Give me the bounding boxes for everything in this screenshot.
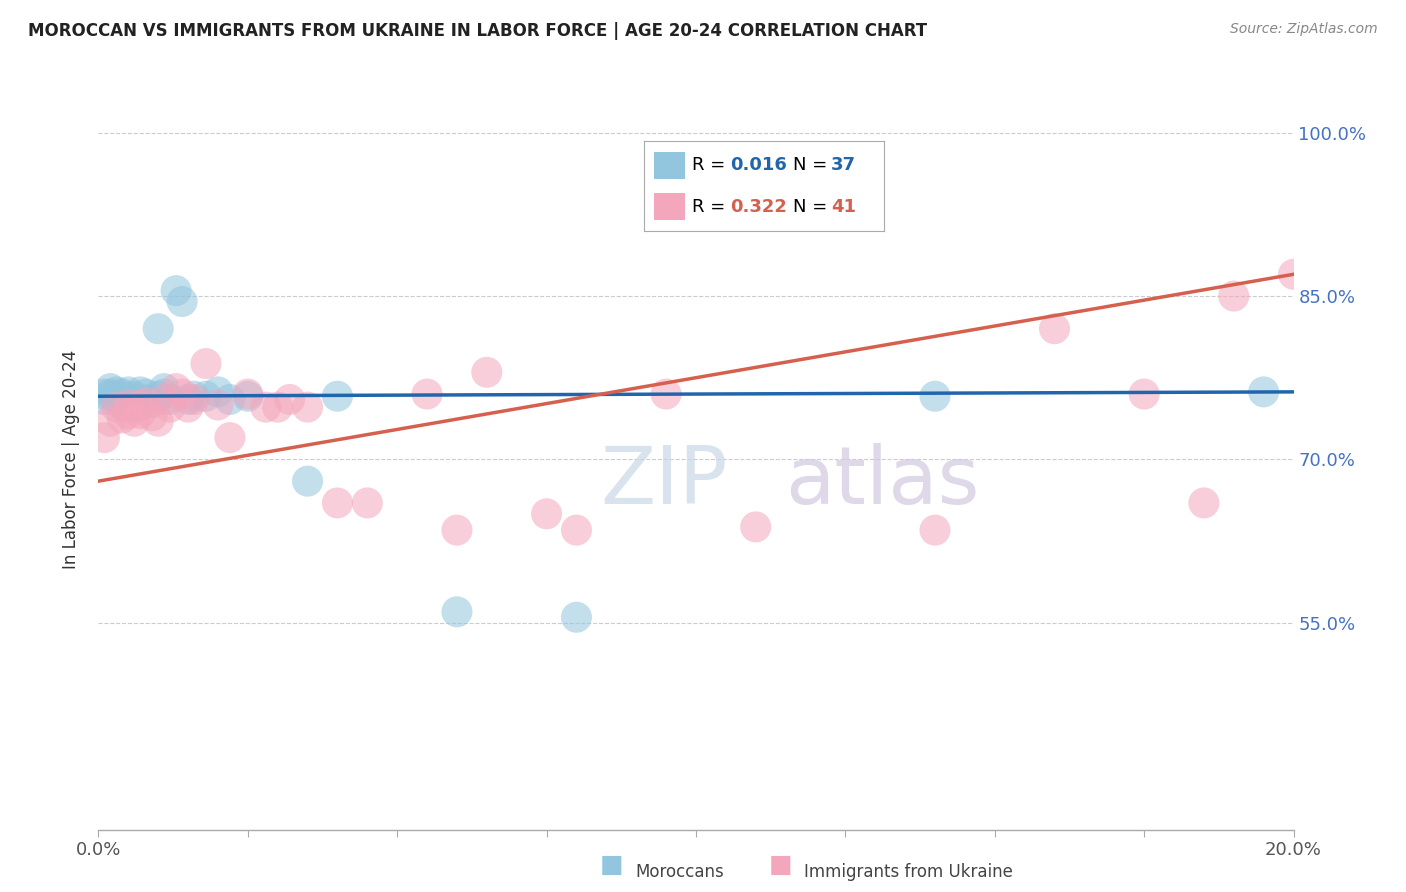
Point: [326, 389, 349, 403]
Point: [98, 387, 122, 401]
Text: Immigrants from Ukraine: Immigrants from Ukraine: [804, 863, 1014, 881]
Point: [446, 605, 468, 619]
Bar: [654, 194, 685, 220]
Point: [159, 400, 181, 414]
Point: [1282, 268, 1305, 282]
Text: R =: R =: [692, 197, 731, 216]
Point: [177, 392, 200, 407]
Point: [129, 384, 152, 399]
Point: [124, 400, 146, 414]
Text: MOROCCAN VS IMMIGRANTS FROM UKRAINE IN LABOR FORCE | AGE 20-24 CORRELATION CHART: MOROCCAN VS IMMIGRANTS FROM UKRAINE IN L…: [28, 22, 927, 40]
Point: [1253, 384, 1275, 399]
Point: [177, 400, 200, 414]
Point: [267, 400, 290, 414]
Point: [236, 389, 259, 403]
Point: [565, 523, 588, 537]
Y-axis label: In Labor Force | Age 20-24: In Labor Force | Age 20-24: [62, 350, 80, 569]
Point: [129, 407, 152, 421]
Point: [148, 389, 170, 403]
Text: atlas: atlas: [786, 442, 980, 521]
Point: [105, 384, 128, 399]
Point: [356, 496, 378, 510]
Point: [141, 396, 163, 410]
Point: [129, 398, 152, 412]
Point: [195, 357, 218, 371]
Text: ■: ■: [769, 854, 792, 878]
Point: [254, 400, 277, 414]
Point: [153, 382, 176, 396]
Point: [135, 396, 157, 410]
Text: Moroccans: Moroccans: [636, 863, 724, 881]
Point: [165, 382, 187, 396]
Point: [236, 387, 259, 401]
Point: [207, 384, 229, 399]
Point: [1133, 387, 1156, 401]
Text: ZIP: ZIP: [600, 442, 728, 521]
Point: [105, 389, 128, 403]
Point: [326, 496, 349, 510]
Point: [278, 392, 301, 407]
Point: [105, 392, 128, 407]
Point: [183, 389, 205, 403]
Point: [117, 384, 139, 399]
Text: 0.322: 0.322: [731, 197, 787, 216]
Point: [536, 507, 558, 521]
Point: [219, 392, 242, 407]
Point: [565, 610, 588, 624]
Point: [159, 392, 181, 407]
Text: 41: 41: [831, 197, 856, 216]
Point: [297, 474, 319, 488]
Point: [148, 322, 170, 336]
Point: [153, 387, 176, 401]
Point: [446, 523, 468, 537]
Text: R =: R =: [692, 156, 731, 175]
Point: [141, 409, 163, 423]
Point: [124, 414, 146, 428]
Point: [135, 387, 157, 401]
Text: 0.016: 0.016: [731, 156, 787, 175]
Point: [655, 387, 678, 401]
Point: [135, 392, 157, 407]
Point: [183, 392, 205, 407]
Point: [117, 407, 139, 421]
Text: ■: ■: [600, 854, 623, 878]
Point: [153, 392, 176, 407]
Point: [1192, 496, 1215, 510]
Text: 37: 37: [831, 156, 856, 175]
Point: [111, 398, 134, 412]
Point: [117, 398, 139, 412]
Point: [416, 387, 439, 401]
Point: [1223, 289, 1246, 303]
Point: [172, 294, 194, 309]
Text: N =: N =: [793, 197, 832, 216]
Point: [172, 387, 194, 401]
Point: [93, 392, 115, 407]
Point: [165, 284, 187, 298]
Point: [219, 431, 242, 445]
Text: N =: N =: [793, 156, 832, 175]
Point: [207, 398, 229, 412]
Point: [98, 382, 122, 396]
Point: [297, 400, 319, 414]
Point: [1043, 322, 1066, 336]
Point: [129, 398, 152, 412]
Point: [98, 414, 122, 428]
Point: [124, 389, 146, 403]
Point: [745, 520, 768, 534]
Bar: [654, 153, 685, 179]
Point: [195, 389, 218, 403]
Point: [111, 387, 134, 401]
Point: [117, 392, 139, 407]
Point: [93, 431, 115, 445]
Point: [148, 414, 170, 428]
Point: [93, 387, 115, 401]
Point: [475, 365, 498, 379]
Point: [924, 523, 946, 537]
Point: [111, 411, 134, 425]
Point: [105, 400, 128, 414]
Text: Source: ZipAtlas.com: Source: ZipAtlas.com: [1230, 22, 1378, 37]
Point: [924, 389, 946, 403]
